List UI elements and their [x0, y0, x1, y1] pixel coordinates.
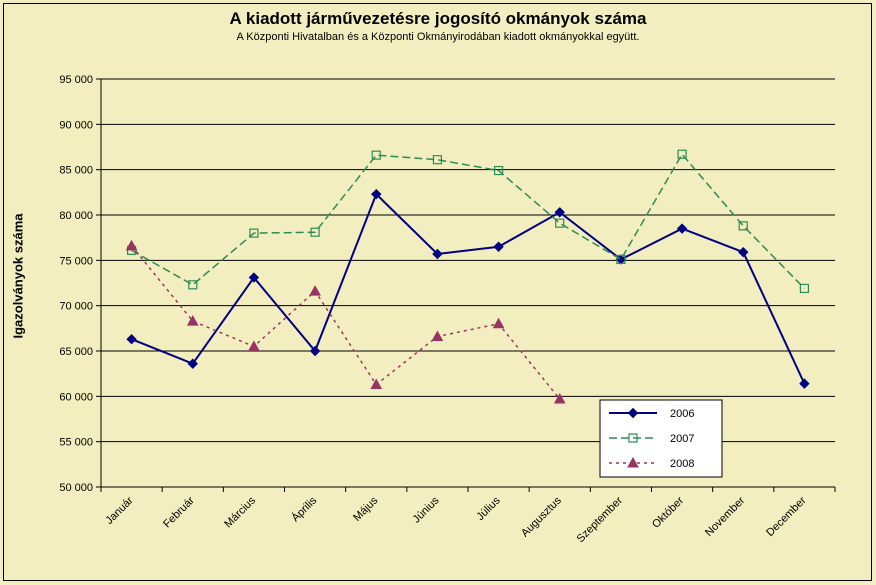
y-tick-label: 70 000: [59, 301, 93, 313]
y-tick-label: 90 000: [59, 119, 93, 131]
data-point-2008: [492, 317, 505, 329]
series-line-2007: [131, 152, 805, 289]
data-point-2006: [126, 334, 137, 345]
x-tick-label: Március: [222, 494, 258, 530]
x-tick-label: Február: [161, 494, 197, 530]
data-point-2008: [553, 393, 566, 404]
data-point-2006: [248, 272, 260, 283]
data-point-2008: [370, 378, 383, 390]
data-point-2006: [676, 223, 688, 234]
legend-marker-2008: [627, 456, 639, 468]
data-point-2006: [309, 345, 321, 357]
data-point-2006: [371, 188, 382, 200]
data-point-2006: [187, 358, 198, 369]
legend-box: [599, 399, 723, 478]
chart-frame: [3, 3, 872, 581]
x-tick-label: Június: [411, 494, 442, 525]
data-point-2007: [249, 228, 259, 238]
y-tick-label: 55 000: [59, 437, 93, 449]
y-tick-label: 95 000: [59, 74, 93, 86]
x-tick-label: December: [764, 494, 809, 539]
data-point-2007: [432, 155, 443, 165]
chart-title: A kiadott járművezetésre jogosító okmány…: [229, 9, 647, 28]
data-point-2007: [799, 283, 810, 294]
x-tick-label: Április: [289, 494, 320, 525]
data-point-2008: [431, 330, 444, 341]
data-point-2006: [738, 246, 749, 258]
data-point-2007: [555, 218, 565, 228]
x-tick-label: Augusztus: [519, 494, 564, 539]
y-tick-label: 50 000: [59, 482, 93, 494]
series-line-2006: [131, 192, 806, 385]
data-point-2006: [799, 378, 810, 389]
x-tick-label: Július: [474, 494, 503, 523]
legend-label: 2006: [670, 408, 694, 420]
data-point-2008: [125, 239, 138, 251]
x-tick-label: Május: [351, 494, 381, 524]
series-line-2008: [131, 245, 561, 400]
y-tick-label: 65 000: [59, 346, 93, 358]
legend-label: 2008: [670, 458, 694, 470]
data-point-2007: [188, 280, 198, 290]
data-point-2007: [738, 221, 748, 231]
y-tick-label: 75 000: [59, 255, 93, 267]
chart-subtitle: A Központi Hivatalban és a Központi Okmá…: [236, 31, 640, 43]
data-point-2007: [371, 150, 381, 160]
x-tick-label: Január: [103, 494, 136, 527]
legend-marker-2006: [627, 407, 639, 419]
x-tick-label: Október: [650, 494, 686, 530]
legend-label: 2007: [670, 433, 694, 445]
data-point-2007: [310, 227, 320, 237]
data-point-2006: [554, 207, 565, 218]
x-tick-label: Szeptember: [575, 494, 626, 545]
x-tick-label: November: [703, 494, 748, 539]
y-tick-label: 80 000: [59, 210, 93, 222]
data-point-2007: [493, 165, 504, 176]
data-point-2006: [493, 241, 504, 252]
data-point-2007: [677, 149, 687, 159]
data-point-2008: [186, 315, 199, 326]
data-point-2007: [616, 254, 626, 265]
y-tick-label: 60 000: [59, 391, 93, 403]
data-point-2006: [432, 248, 443, 260]
y-tick-label: 85 000: [59, 165, 93, 177]
data-point-2008: [248, 340, 260, 351]
legend-marker-2007: [628, 433, 638, 443]
data-point-2008: [309, 285, 321, 296]
